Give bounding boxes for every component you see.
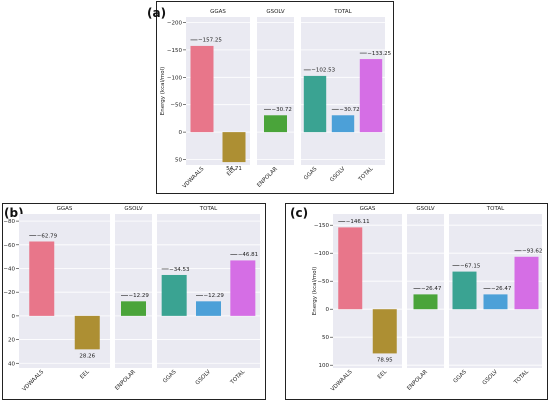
y-tick-label: 40 — [8, 361, 15, 367]
y-tick-label: 0 — [12, 314, 16, 320]
y-tick-label: −100 — [167, 75, 183, 81]
panel-label: (c) — [290, 206, 309, 220]
bar-total — [230, 260, 256, 316]
bar-eel — [372, 309, 397, 354]
data-label: −62.79 — [37, 233, 58, 239]
bar-total — [359, 59, 383, 133]
y-tick-label: −20 — [3, 290, 15, 296]
category-tick-label: GSOLV — [329, 166, 346, 183]
category-tick-label: GSOLV — [482, 369, 499, 386]
data-label: 54.71 — [226, 166, 242, 172]
y-tick-label: −80 — [3, 219, 15, 225]
bar-gsolv — [196, 301, 221, 316]
bar-total — [514, 256, 539, 310]
bar-eel — [222, 132, 246, 163]
category-tick-label: EEL — [377, 369, 389, 381]
bar-vdwaals — [338, 227, 363, 310]
category-tick-label: GGAS — [162, 369, 178, 385]
category-tick-label: GGAS — [303, 166, 319, 182]
chart-panel-a: (a) GGAS −157.25 VDWAALS 54.71 EEL GSOLV −30.7… — [147, 1, 394, 194]
y-tick-label: 0 — [326, 307, 330, 313]
bar-enpolar — [413, 294, 438, 310]
chart-panel-c: (c) GGAS −146.11 VDWAALS 78.95 EEL GSOLV −26.4… — [285, 203, 548, 400]
data-label: 78.95 — [377, 357, 393, 363]
data-label: 28.26 — [79, 353, 95, 359]
chart-c-svg: GGAS −146.11 VDWAALS 78.95 EEL GSOLV −26.47 ENP… — [312, 206, 542, 393]
y-tick-label: 0 — [179, 130, 183, 136]
category-tick-label: GGAS — [453, 369, 469, 385]
data-label: −34.53 — [169, 267, 190, 273]
bar-ggas — [161, 274, 187, 316]
y-tick-label: −60 — [3, 243, 15, 249]
category-tick-label: ENPOLAR — [406, 369, 429, 392]
y-tick-label: 20 — [8, 338, 15, 344]
bar-vdwaals — [190, 45, 214, 133]
y-tick-label: 50 — [175, 158, 182, 164]
bar-enpolar — [264, 115, 287, 133]
data-label: −46.81 — [238, 252, 258, 258]
y-tick-label: 50 — [322, 335, 329, 341]
y-tick-label: −40 — [3, 266, 15, 272]
data-label: −157.25 — [198, 38, 222, 44]
y-axis-label: Energy (kcal/mol) — [3, 267, 4, 316]
bar-ggas — [452, 271, 477, 310]
y-tick-label: −100 — [314, 251, 330, 257]
facet-background — [407, 214, 444, 368]
category-tick-label: TOTAL — [513, 369, 531, 387]
category-tick-label: EEL — [226, 166, 238, 178]
data-label: −12.29 — [204, 293, 225, 299]
y-tick-label: −150 — [314, 223, 330, 229]
data-label: −30.72 — [272, 107, 292, 113]
category-tick-label: ENPOLAR — [114, 369, 137, 392]
facet-background — [115, 214, 152, 368]
category-tick-label: GSOLV — [195, 369, 212, 386]
panel-label: (a) — [147, 6, 167, 20]
data-label: −30.72 — [339, 107, 359, 113]
bar-gsolv — [331, 115, 355, 133]
facet-title: TOTAL — [333, 9, 352, 15]
data-label: −26.47 — [421, 286, 442, 292]
bar-ggas — [303, 75, 327, 133]
y-tick-label: −200 — [167, 20, 183, 26]
facet-title: GSOLV — [266, 9, 285, 15]
facet-title: GGAS — [210, 9, 226, 15]
y-tick-label: −150 — [167, 48, 183, 54]
facet-title: TOTAL — [199, 206, 218, 212]
data-label: −12.29 — [129, 293, 150, 299]
bar-enpolar — [121, 301, 146, 316]
facet-title: GGAS — [57, 206, 73, 212]
category-tick-label: VDWAALS — [22, 369, 46, 393]
bar-eel — [74, 315, 100, 350]
facet-title: TOTAL — [486, 206, 505, 212]
category-tick-label: VDWAALS — [182, 166, 206, 190]
chart-b-svg: GGAS −62.79 VDWAALS 28.26 EEL GSOLV −12.29 ENPO… — [3, 206, 260, 393]
data-label: −133.25 — [367, 51, 391, 57]
y-tick-label: −50 — [170, 103, 182, 109]
facet-title: GSOLV — [124, 206, 143, 212]
facet-title: GSOLV — [416, 206, 435, 212]
data-label: −102.53 — [311, 68, 335, 74]
facet-title: GGAS — [360, 206, 376, 212]
panel-label: (b) — [4, 206, 24, 220]
category-tick-label: TOTAL — [229, 369, 247, 387]
facet-background — [257, 17, 294, 165]
data-label: −93.62 — [522, 249, 542, 255]
y-axis-label: Energy (kcal/mol) — [312, 267, 318, 316]
category-tick-label: TOTAL — [357, 166, 375, 184]
category-tick-label: VDWAALS — [330, 369, 354, 393]
data-label: −146.11 — [346, 219, 370, 225]
y-tick-label: 100 — [319, 363, 330, 369]
y-tick-label: −50 — [317, 279, 329, 285]
category-tick-label: ENPOLAR — [256, 166, 279, 189]
bar-vdwaals — [29, 241, 55, 316]
data-label: −26.47 — [491, 286, 512, 292]
data-label: −67.15 — [460, 263, 481, 269]
chart-panel-b: (b) GGAS −62.79 VDWAALS 28.26 EEL GSOLV −12.29… — [2, 203, 266, 400]
category-tick-label: EEL — [79, 369, 91, 381]
y-axis-label: Energy (kcal/mol) — [160, 67, 166, 116]
bar-gsolv — [483, 294, 508, 310]
